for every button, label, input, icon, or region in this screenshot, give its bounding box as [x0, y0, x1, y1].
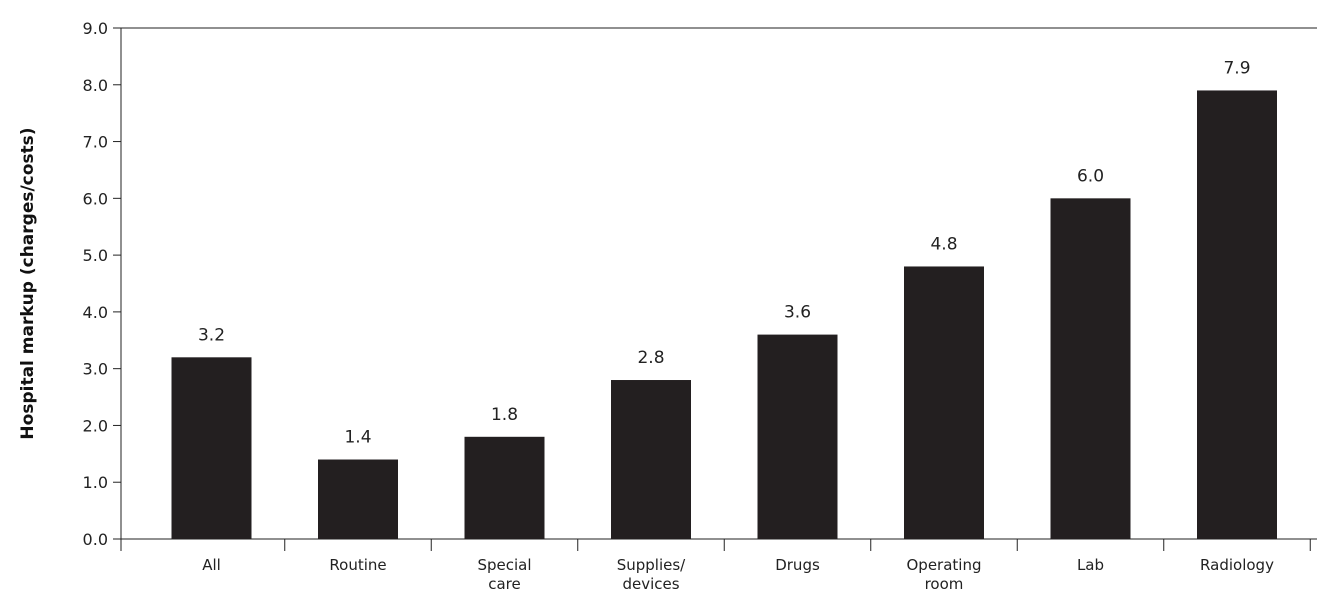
data-label: 1.4 [344, 428, 371, 448]
y-tick-label: 3.0 [83, 360, 108, 379]
category-label: All [202, 556, 221, 574]
y-axis: 0.0 1.0 2.0 3.0 4.0 5.0 6.0 7.0 8.0 9.0 [83, 19, 1317, 549]
category-label: Supplies/devices [617, 556, 686, 593]
y-tick-label: 0.0 [83, 530, 108, 549]
data-label: 6.0 [1077, 166, 1104, 186]
y-tick-label: 7.0 [83, 133, 108, 152]
bar [1050, 198, 1131, 540]
data-label: 4.8 [930, 234, 957, 254]
category-label: Operating room [907, 556, 982, 593]
y-tick-label: 4.0 [83, 303, 108, 322]
y-tick-label: 9.0 [83, 19, 108, 38]
category-label: Special care [477, 556, 531, 593]
data-label: 3.6 [784, 303, 811, 323]
y-tick-label: 5.0 [83, 246, 108, 265]
data-label: 1.8 [491, 405, 518, 425]
data-labels: 3.2 1.4 1.8 2.8 3.6 4.8 6.0 7.9 [198, 58, 1251, 447]
x-axis [120, 538, 1317, 551]
bar [757, 334, 838, 539]
category-label: Drugs [775, 556, 820, 574]
y-axis-title: Hospital markup (charges/costs) [18, 127, 38, 439]
bar [171, 357, 252, 539]
bar [464, 436, 545, 539]
bar [904, 266, 984, 539]
category-label: Radiology [1200, 556, 1274, 574]
bar [318, 459, 398, 539]
category-labels: All Routine Special care Supplies/devices Dru… [202, 556, 1274, 593]
bar [611, 380, 691, 539]
data-label: 3.2 [198, 325, 225, 345]
y-tick-label: 1.0 [83, 473, 108, 492]
data-label: 7.9 [1223, 58, 1250, 78]
bars [171, 90, 1277, 540]
y-tick-label: 2.0 [83, 416, 108, 435]
data-label: 2.8 [637, 348, 664, 368]
category-label: Routine [329, 556, 386, 574]
y-tick-label: 6.0 [83, 189, 108, 208]
bar [1197, 90, 1277, 539]
y-tick-label: 8.0 [83, 76, 108, 95]
category-label: Lab [1077, 556, 1104, 574]
